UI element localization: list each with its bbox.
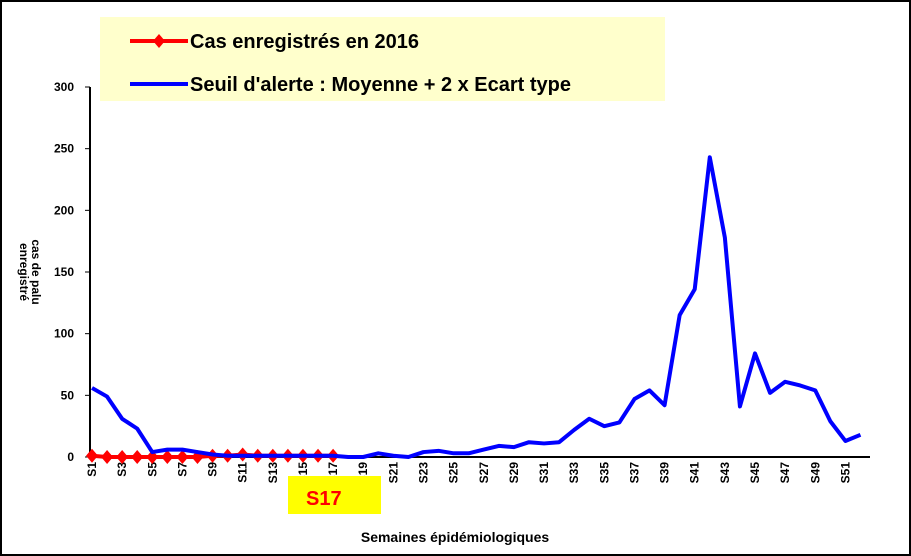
annotation-box xyxy=(288,476,381,514)
x-tick-label: S11 xyxy=(236,462,250,483)
x-tick-label: S27 xyxy=(477,462,491,484)
x-tick-label: S47 xyxy=(778,462,792,484)
x-tick-label: S37 xyxy=(627,462,641,484)
legend-marker xyxy=(153,34,165,48)
data-point xyxy=(116,450,129,464)
annotation: S17 xyxy=(306,488,342,510)
legend-label: Cas enregistrés en 2016 xyxy=(190,31,419,53)
y-tick-label: 300 xyxy=(54,80,74,94)
x-tick-label: S43 xyxy=(718,462,732,484)
x-tick-label: S31 xyxy=(537,462,551,484)
x-tick-label: S1 xyxy=(85,462,99,477)
x-tick-label: S23 xyxy=(416,462,430,484)
x-tick-label: S33 xyxy=(567,462,581,484)
legend-box xyxy=(100,17,665,101)
y-tick-label: 250 xyxy=(54,142,74,156)
y-tick-label: 0 xyxy=(67,450,74,464)
x-tick-label: S39 xyxy=(658,462,672,484)
y-tick-label: 50 xyxy=(61,388,75,402)
data-point xyxy=(101,450,114,464)
x-tick-label: S45 xyxy=(748,462,762,484)
x-tick-label: S51 xyxy=(838,462,852,484)
x-tick-label: S49 xyxy=(808,462,822,484)
x-tick-label: S7 xyxy=(175,462,189,477)
x-axis-title: Semaines épidémiologiques xyxy=(361,529,549,545)
y-tick-label: 200 xyxy=(54,203,74,217)
y-tick-label: 150 xyxy=(54,265,74,279)
data-point xyxy=(131,450,144,464)
x-tick-label: S25 xyxy=(447,462,461,484)
legend-label: Seuil d'alerte : Moyenne + 2 x Ecart typ… xyxy=(190,74,571,96)
series-line xyxy=(91,155,862,459)
data-point xyxy=(86,448,98,463)
y-axis-title-line: enregistré xyxy=(17,243,31,301)
x-tick-label: S29 xyxy=(507,462,521,484)
y-axis-title-line: cas de palu xyxy=(29,239,43,304)
data-point xyxy=(161,450,174,464)
x-tick-label: S21 xyxy=(386,462,400,484)
x-tick-label: S3 xyxy=(115,462,129,477)
x-tick-label: S9 xyxy=(206,462,220,477)
y-axis-title: cas de palu enregistré xyxy=(17,239,43,304)
x-tick-label: S35 xyxy=(597,462,611,484)
data-point xyxy=(176,450,189,464)
y-tick-label: 100 xyxy=(54,327,74,341)
x-tick-label: S13 xyxy=(266,462,280,484)
x-tick-label: S5 xyxy=(145,462,159,477)
x-tick-label: S41 xyxy=(688,462,702,484)
